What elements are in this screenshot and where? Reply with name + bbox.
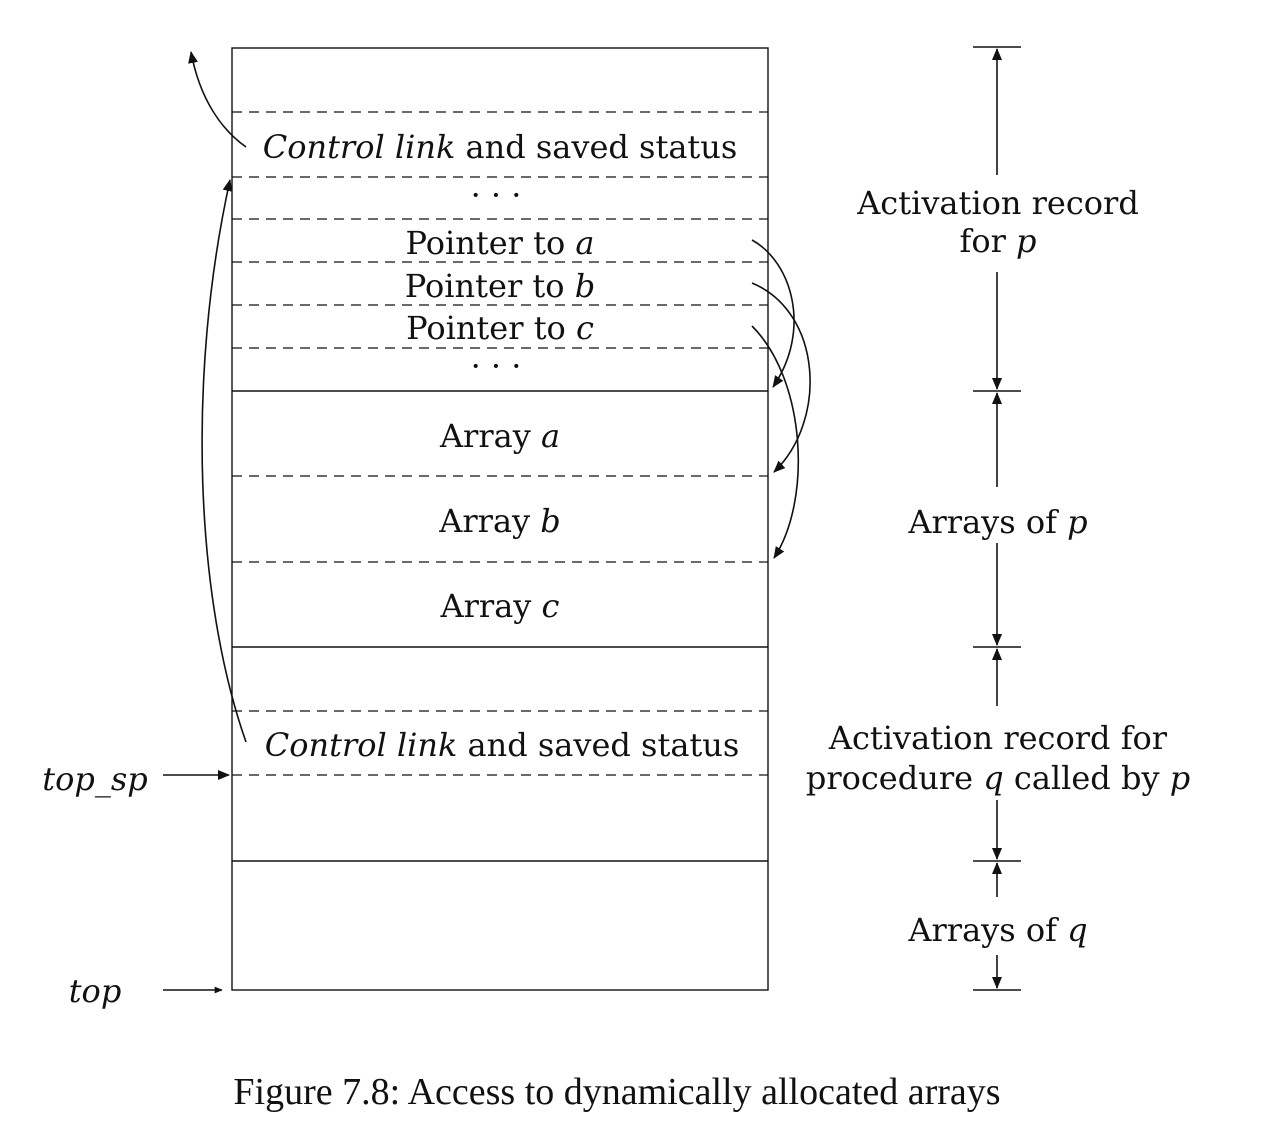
activation-record-q-label-line1: Activation record for — [828, 719, 1168, 757]
activation-record-q-label-line2: procedure q called by p — [806, 759, 1190, 797]
array-b-label: Array b — [438, 502, 561, 540]
figure-caption: Figure 7.8: Access to dynamically alloca… — [233, 1071, 1000, 1113]
pointer-b-arrow — [751, 282, 811, 473]
array-a-label: Array a — [439, 417, 560, 455]
control-link-arrow-q-to-p — [201, 179, 247, 743]
control-link-arrow-up — [188, 51, 247, 148]
extent-brackets — [973, 46, 1021, 991]
control-link-label-q: Control link and saved status — [265, 726, 740, 764]
activation-record-p-label-line1: Activation record — [856, 184, 1139, 222]
array-c-label: Array c — [440, 587, 560, 625]
pointer-c-arrow — [751, 325, 800, 559]
top-label: top — [69, 972, 122, 1010]
top-sp-label: top_sp — [42, 760, 148, 798]
control-link-label-p: Control link and saved status — [263, 128, 738, 166]
stack-box — [231, 47, 769, 991]
activation-record-p-label-line2: for p — [959, 222, 1036, 260]
pointer-a-arrow — [751, 239, 795, 388]
pointer-to-b-label: Pointer to b — [405, 267, 595, 305]
pointer-to-a-label: Pointer to a — [406, 224, 595, 262]
arrays-of-p-label: Arrays of p — [907, 503, 1087, 541]
stack-outline — [231, 47, 769, 991]
ellipsis: · · · — [471, 176, 522, 214]
arrays-of-q-label: Arrays of q — [907, 911, 1087, 949]
ellipsis: · · · — [471, 347, 522, 385]
pointer-to-c-label: Pointer to c — [406, 309, 594, 347]
